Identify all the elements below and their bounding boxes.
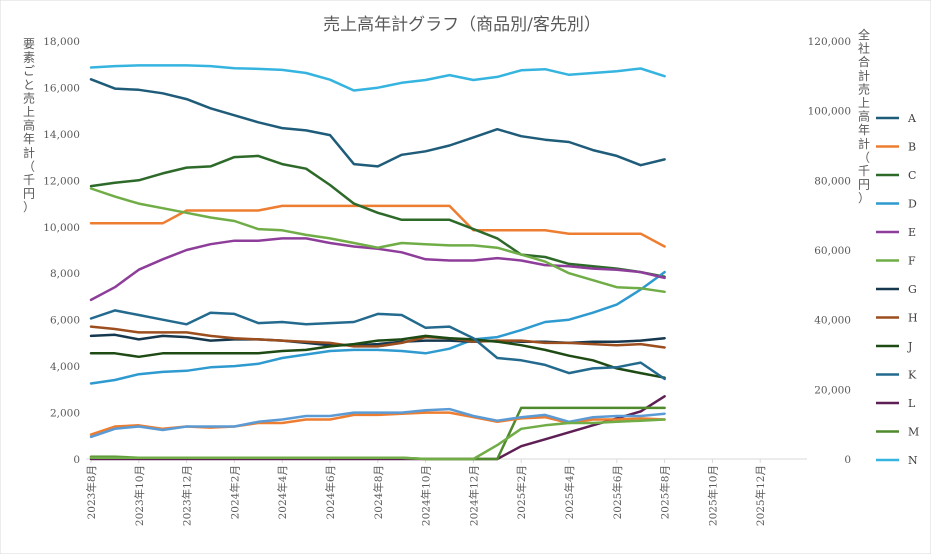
y-left-tick-label: 6,000 bbox=[50, 315, 80, 327]
series-line-d bbox=[89, 270, 666, 385]
legend: A B C D E F G H J K L M N bbox=[876, 112, 919, 467]
x-tick-label: 2024年10月 bbox=[420, 465, 433, 526]
y-right-tick-label: 20,000 bbox=[814, 384, 851, 396]
y-right-tick-label: 80,000 bbox=[814, 175, 851, 187]
x-tick-label: 2025年12月 bbox=[754, 465, 767, 526]
y-left-tick-label: 10,000 bbox=[43, 222, 80, 234]
legend-label: F bbox=[908, 255, 916, 268]
series-line-unlabeled-15 bbox=[89, 418, 666, 461]
series-line-n bbox=[89, 64, 666, 92]
series-line-c bbox=[89, 154, 666, 278]
y-axis-right-title: 全社合計売上高年計（千円） bbox=[858, 27, 870, 205]
legend-label: D bbox=[908, 198, 917, 211]
axes: 0 2,000 4,000 6,000 8,000 10,000 12,000 14,000 1… bbox=[43, 36, 851, 526]
y-left-tick-label: 8,000 bbox=[50, 268, 80, 280]
y-right-tick-label: 40,000 bbox=[814, 315, 851, 327]
legend-label: A bbox=[907, 112, 917, 125]
x-tick-label: 2024年8月 bbox=[372, 465, 385, 519]
x-tick-label: 2023年8月 bbox=[85, 465, 98, 519]
legend-label: G bbox=[908, 283, 917, 296]
legend-label: H bbox=[908, 312, 918, 325]
x-tick-label: 2025年4月 bbox=[563, 465, 576, 519]
legend-label: B bbox=[908, 141, 916, 154]
x-tick-label: 2023年12月 bbox=[181, 465, 194, 526]
series-line-j bbox=[89, 334, 666, 379]
x-tick-label: 2025年6月 bbox=[611, 465, 624, 519]
series-line-b bbox=[89, 204, 666, 248]
x-tick-label: 2025年10月 bbox=[706, 465, 719, 526]
y-axis-right-label: 全社合計売上高年計（千円） bbox=[858, 27, 870, 205]
y-left-tick-label: 14,000 bbox=[43, 129, 80, 141]
legend-label: E bbox=[908, 226, 916, 239]
y-axis-left-label: 要素ごと売上高年計（千円） bbox=[23, 37, 35, 214]
series-line-k bbox=[89, 309, 666, 381]
series-lines bbox=[89, 64, 666, 461]
x-tick-label: 2025年8月 bbox=[659, 465, 672, 519]
legend-label: K bbox=[908, 369, 917, 382]
series-line-f bbox=[89, 187, 666, 294]
chart-title: 売上高年計グラフ（商品別/客先別） bbox=[323, 15, 601, 35]
y-right-tick-label: 120,000 bbox=[808, 36, 851, 48]
legend-label: M bbox=[908, 426, 919, 439]
y-left-tick-label: 16,000 bbox=[43, 82, 80, 94]
series-line-h bbox=[89, 325, 666, 349]
y-left-tick-label: 18,000 bbox=[43, 36, 80, 48]
x-tick-label: 2024年6月 bbox=[324, 465, 337, 519]
x-tick-label: 2024年12月 bbox=[467, 465, 480, 526]
legend-label: N bbox=[908, 454, 918, 467]
legend-label: L bbox=[908, 397, 916, 410]
legend-label: C bbox=[908, 169, 916, 182]
x-tick-label: 2024年4月 bbox=[276, 465, 289, 519]
x-tick-label: 2025年2月 bbox=[515, 465, 528, 519]
y-right-tick-label: 100,000 bbox=[808, 106, 851, 118]
legend-label: J bbox=[907, 340, 912, 353]
y-left-tick-label: 2,000 bbox=[50, 408, 80, 420]
y-left-tick-label: 4,000 bbox=[50, 361, 80, 373]
x-tick-label: 2024年2月 bbox=[228, 465, 241, 519]
y-left-tick-label: 12,000 bbox=[43, 175, 80, 187]
y-axis-left-title: 要素ごと売上高年計（千円） bbox=[23, 37, 35, 214]
x-tick-label: 2023年10月 bbox=[133, 465, 146, 526]
series-line-a bbox=[89, 78, 666, 168]
y-right-tick-label: 60,000 bbox=[814, 245, 851, 257]
y-left-tick-label: 0 bbox=[73, 454, 80, 466]
y-right-tick-label: 0 bbox=[844, 454, 851, 466]
